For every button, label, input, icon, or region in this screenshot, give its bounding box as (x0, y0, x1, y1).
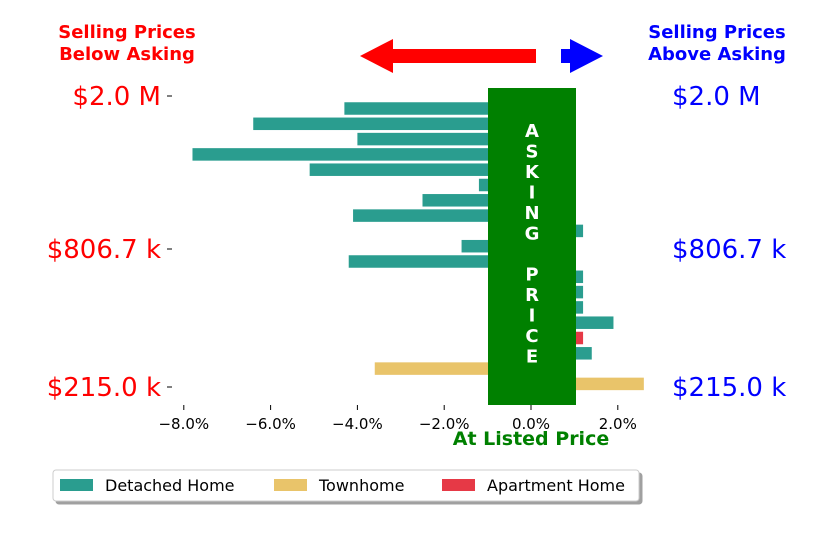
bar-detached (309, 163, 531, 176)
below-asking-title-line1: Selling Prices (58, 22, 195, 43)
bar-detached (192, 148, 532, 161)
bar-detached (344, 102, 531, 115)
legend: Detached Home Townhome Apartment Home (60, 476, 625, 495)
below-asking-title-line2: Below Asking (59, 44, 195, 65)
asking-letter: K (525, 162, 540, 183)
x-tick-label: −2.0% (419, 415, 470, 433)
asking-letter: S (526, 142, 539, 163)
asking-letter: R (525, 285, 539, 306)
price-label-right: $2.0 M (672, 82, 761, 112)
legend-swatch-apartment (442, 479, 475, 491)
x-axis: −8.0% −6.0% −4.0% −2.0% 0.0% 2.0% (158, 405, 637, 433)
bar-detached (357, 132, 531, 146)
x-axis-label: At Listed Price (453, 428, 609, 450)
above-asking-title-line2: Above Asking (648, 44, 786, 65)
legend-swatch-townhome (274, 479, 307, 491)
asking-letter: A (525, 121, 539, 142)
asking-letter: N (524, 203, 539, 224)
x-tick-label: −8.0% (158, 415, 209, 433)
bar-detached (253, 117, 532, 131)
bar-detached (353, 209, 531, 222)
asking-price-band (488, 88, 576, 405)
bar-detached (348, 255, 531, 268)
price-label-left: $806.7 k (47, 235, 161, 265)
x-tick-label: 0.0% (512, 415, 550, 433)
price-label-right: $215.0 k (672, 373, 786, 403)
price-label-left: $215.0 k (47, 373, 161, 403)
above-asking-title-line1: Selling Prices (648, 22, 785, 43)
asking-letter: P (525, 265, 538, 286)
price-labels: $2.0 M $2.0 M $806.7 k $806.7 k $215.0 k $215… (47, 82, 787, 403)
legend-label-townhome: Townhome (318, 476, 404, 495)
legend-swatch-detached (60, 479, 93, 491)
price-label-left: $2.0 M (72, 82, 161, 112)
legend-box (52, 469, 640, 502)
asking-letter: G (525, 224, 540, 245)
left-arrow-icon (360, 39, 536, 73)
x-tick-label: 2.0% (599, 415, 637, 433)
asking-letter: I (529, 306, 536, 327)
asking-letter: C (525, 326, 538, 347)
right-arrow-icon (561, 39, 603, 73)
asking-letter: E (526, 347, 538, 368)
legend-label-detached: Detached Home (105, 476, 235, 495)
asking-letter: I (529, 183, 536, 204)
legend-label-apartment: Apartment Home (487, 476, 625, 495)
x-tick-label: −4.0% (332, 415, 383, 433)
price-label-right: $806.7 k (672, 235, 786, 265)
x-tick-label: −6.0% (245, 415, 296, 433)
bars-group (192, 102, 644, 391)
